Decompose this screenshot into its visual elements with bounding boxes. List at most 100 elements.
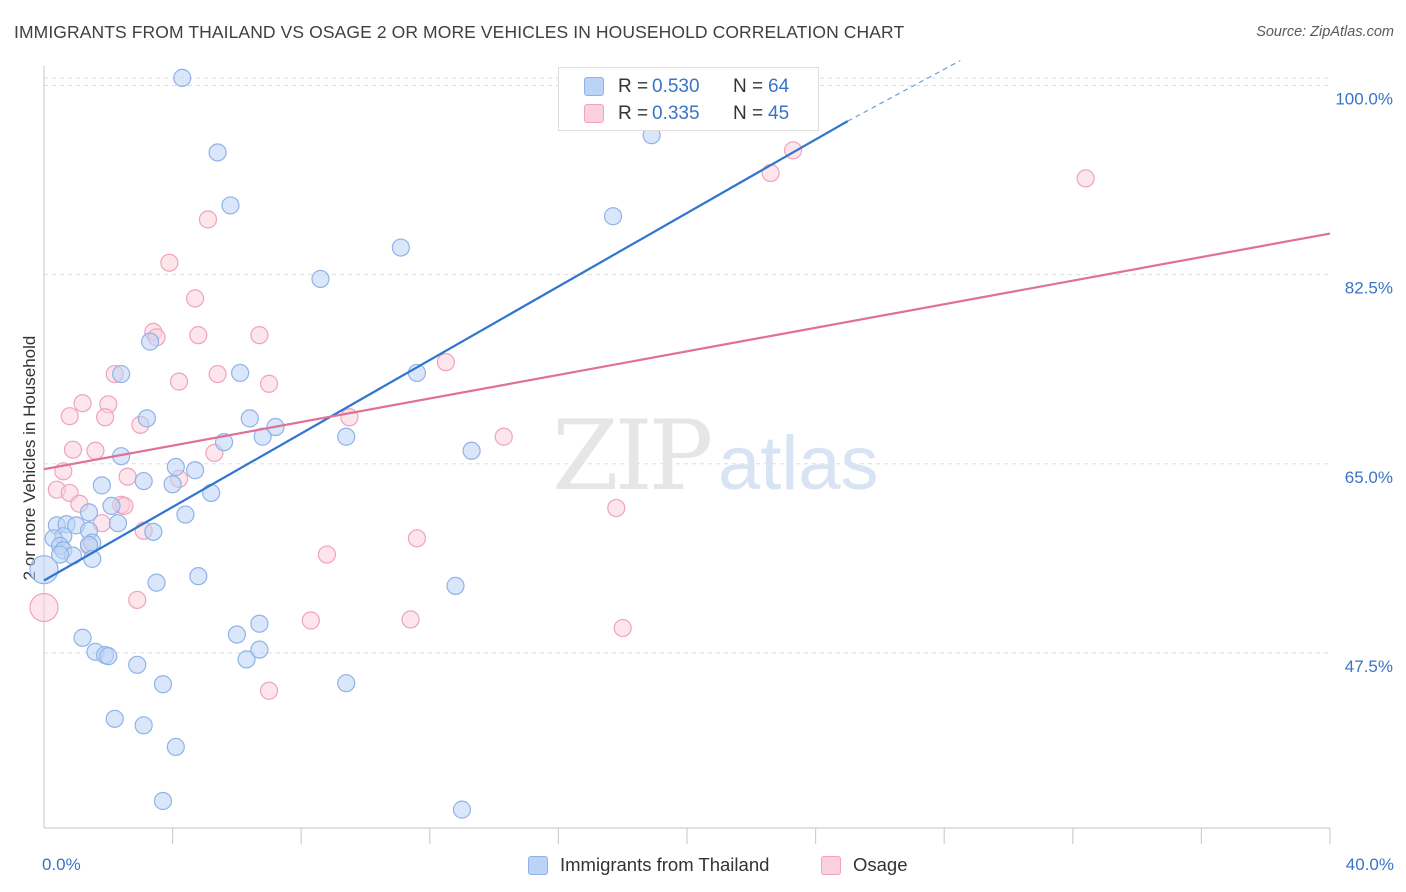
legend-label-osage: Osage — [853, 854, 908, 875]
osage-point — [128, 590, 147, 610]
thailand-point — [112, 364, 131, 384]
osage-point — [198, 210, 218, 229]
thailand-point — [250, 640, 269, 659]
legend-n-value: 64 — [768, 76, 790, 97]
osage-trend-line — [43, 232, 1331, 471]
watermark: ZIP atlas — [552, 400, 879, 512]
thailand-point — [163, 475, 182, 494]
osage-point — [761, 163, 780, 183]
osage-point — [189, 326, 208, 345]
x-tick-label: 0.0% — [42, 855, 81, 874]
thailand-point — [231, 363, 250, 383]
legend-swatch-pink — [821, 855, 841, 875]
x-tick-label: 40.0% — [1346, 855, 1394, 874]
thailand-point — [147, 573, 166, 592]
thailand-point — [105, 709, 124, 728]
thailand-point — [186, 461, 205, 480]
osage-point — [169, 372, 189, 391]
osage-point — [494, 427, 513, 446]
source-credit: Source: ZipAtlas.com — [1256, 24, 1394, 40]
osage-point — [95, 408, 115, 427]
thailand-point — [221, 196, 240, 215]
legend-label-thailand: Immigrants from Thailand — [560, 854, 770, 875]
thailand-point — [140, 332, 160, 351]
thailand-trend-line — [43, 120, 849, 582]
osage-point — [613, 618, 632, 638]
thailand-point — [144, 522, 163, 541]
thailand-point — [134, 471, 153, 491]
osage-point — [1076, 169, 1095, 188]
osage-point — [317, 545, 337, 564]
thailand-point — [240, 409, 259, 428]
legend-item-osage: Osage — [821, 853, 908, 877]
legend-swatch-blue — [584, 77, 604, 96]
watermark-atlas: atlas — [718, 421, 879, 506]
osage-point — [259, 681, 279, 700]
chart-title: IMMIGRANTS FROM THAILAND VS OSAGE 2 OR M… — [14, 22, 905, 42]
legend-swatch-pink — [584, 104, 604, 123]
thailand-point — [166, 457, 185, 477]
osage-point — [160, 253, 179, 272]
legend-n-value: 45 — [768, 103, 790, 124]
thailand-point — [79, 503, 99, 522]
thailand-point — [92, 476, 111, 495]
osage-point — [60, 407, 79, 426]
osage-point — [259, 374, 279, 393]
legend-r-value: 0.530 — [652, 76, 700, 97]
thailand-point — [237, 650, 256, 669]
osage-point — [407, 529, 427, 548]
thailand-point — [202, 483, 221, 503]
thailand-point — [166, 737, 185, 757]
thailand-point — [134, 716, 153, 735]
osage-point — [401, 610, 420, 629]
thailand-point — [311, 269, 330, 289]
y-tick-label: 82.5% — [1345, 279, 1393, 298]
thailand-point — [137, 409, 156, 428]
osage-point — [301, 611, 320, 630]
thailand-point — [99, 647, 118, 666]
thailand-point — [227, 625, 246, 644]
thailand-trend-extension — [847, 60, 961, 122]
y-tick-label: 65.0% — [1345, 468, 1393, 487]
axes — [43, 66, 1331, 844]
thailand-point — [108, 514, 128, 533]
osage-point — [208, 364, 227, 384]
tick-labels: 100.0% 82.5% 65.0% 47.5% 0.0% 40.0% — [42, 89, 1394, 874]
legend-r-value: 0.335 — [652, 103, 700, 124]
thailand-point — [452, 800, 472, 819]
y-tick-label: 47.5% — [1345, 657, 1393, 676]
osage-point — [63, 440, 83, 459]
y-tick-label: 100.0% — [1335, 89, 1393, 108]
legend-r-label: R = — [618, 76, 649, 97]
thailand-point — [176, 505, 195, 524]
osage-point — [607, 498, 626, 518]
osage-point — [186, 289, 205, 308]
thailand-point — [337, 674, 356, 693]
watermark-zip: ZIP — [552, 400, 711, 512]
trend-lines — [43, 60, 1331, 582]
osage-point — [29, 592, 59, 623]
legend-swatch-blue — [528, 855, 548, 875]
osage-point — [118, 467, 137, 486]
thailand-point — [391, 238, 410, 257]
osage-point — [436, 353, 455, 372]
thailand-point — [189, 567, 208, 586]
thailand-point — [337, 427, 356, 446]
thailand-point — [208, 143, 227, 162]
osage-point — [86, 441, 105, 460]
legend-n-label: N = — [733, 103, 764, 124]
thailand-point — [603, 207, 623, 226]
thailand-point — [50, 545, 70, 564]
thailand-point — [153, 675, 173, 694]
thailand-point — [446, 576, 465, 595]
osage-point — [73, 394, 92, 413]
thailand-point — [128, 655, 147, 674]
osage-point — [250, 326, 269, 345]
legend-n-label: N = — [733, 76, 764, 97]
thailand-point — [102, 496, 121, 516]
thailand-point — [173, 68, 192, 87]
thailand-point — [250, 614, 269, 633]
thailand-point — [153, 791, 173, 811]
thailand-point — [73, 628, 92, 647]
